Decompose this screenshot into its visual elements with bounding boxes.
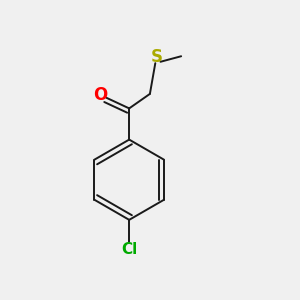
- Text: Cl: Cl: [121, 242, 137, 257]
- Text: O: O: [93, 86, 107, 104]
- Text: S: S: [150, 48, 162, 66]
